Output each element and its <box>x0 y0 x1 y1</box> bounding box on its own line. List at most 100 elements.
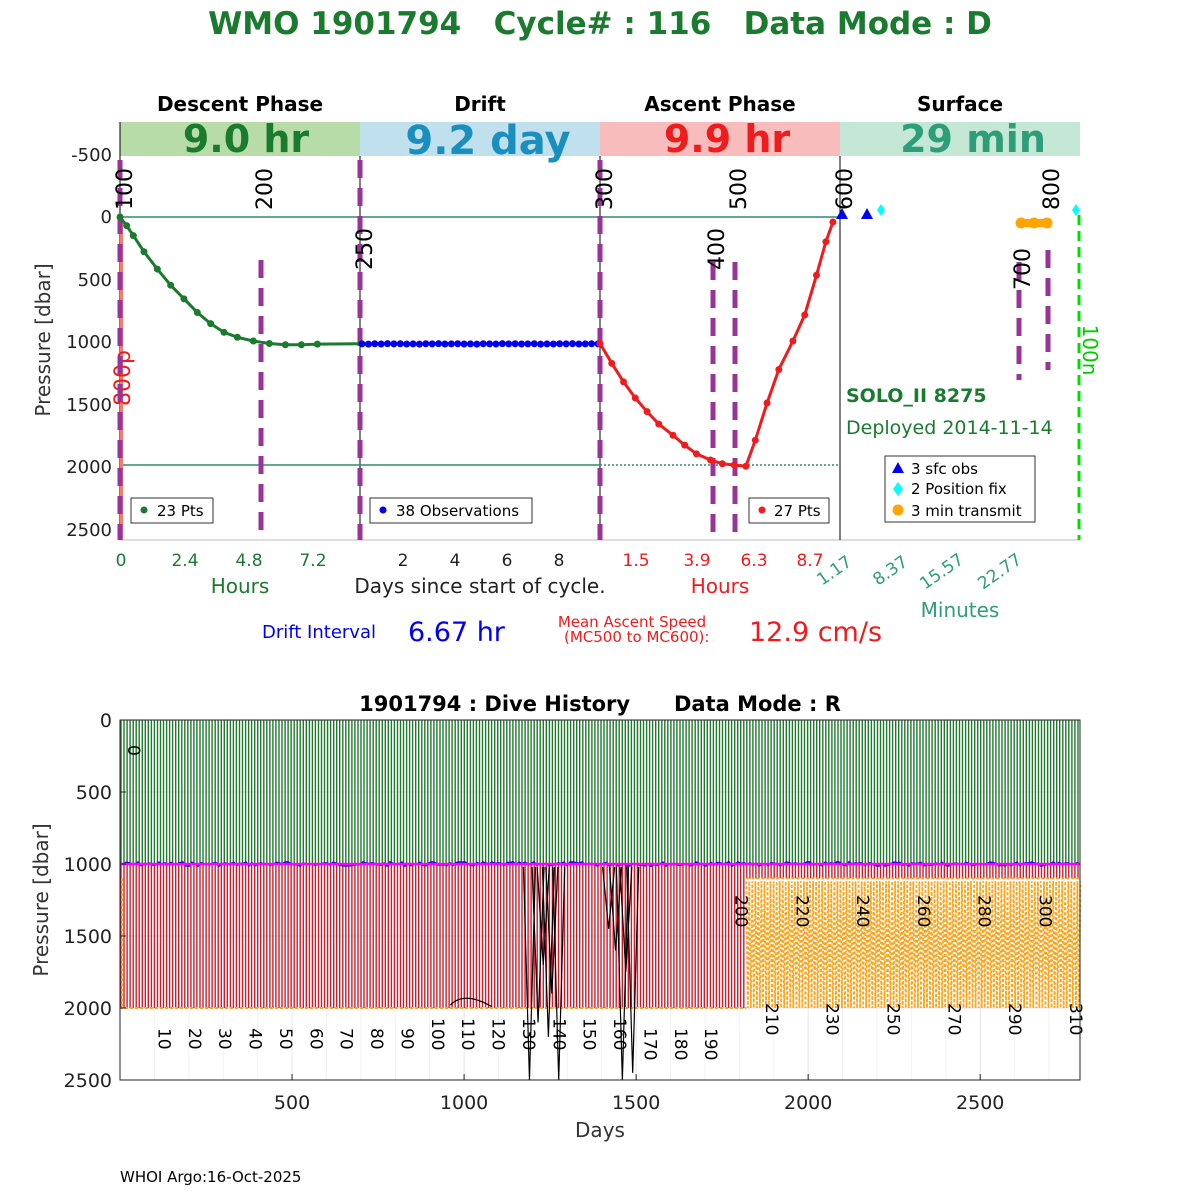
x-tick-label: 8 <box>554 551 565 571</box>
drift-point <box>581 340 589 348</box>
drift-point <box>473 340 481 348</box>
mc-label: 250 <box>353 228 378 270</box>
deployed-date: Deployed 2014-11-14 <box>846 417 1053 439</box>
drift-point <box>390 340 398 348</box>
cycle-label: 190 <box>700 1028 720 1060</box>
drift-point <box>575 340 583 348</box>
y-tick-label: 0 <box>101 207 112 228</box>
ascent-point <box>822 238 830 246</box>
x-tick-label: 2500 <box>956 1092 1004 1114</box>
cycle-label: 210 <box>761 1003 781 1035</box>
diamond-icon <box>893 482 903 496</box>
x-tick-label: 3.9 <box>683 551 710 571</box>
cycle-label: 260 <box>913 895 933 927</box>
float-name: SOLO_II 8275 <box>846 385 987 407</box>
drift-point <box>530 340 538 348</box>
descent-point <box>153 265 161 273</box>
y-tick-label: 1500 <box>64 926 112 948</box>
phase-band-surface <box>840 122 1080 156</box>
ascent-x-label: Hours <box>691 574 750 598</box>
triangle-icon <box>892 462 904 473</box>
drift-point <box>358 340 366 348</box>
x-tick-label: 2000 <box>784 1092 832 1114</box>
cycle-label: 50 <box>275 1028 295 1050</box>
cycle-label: 290 <box>1004 1003 1024 1035</box>
mc-label: 300 <box>593 168 618 210</box>
page-title: WMO 1901794 Cycle# : 116 Data Mode : D <box>208 6 992 42</box>
phase-ascent-label: Ascent Phase <box>644 92 795 116</box>
y-tick-label: 2500 <box>64 1070 112 1092</box>
x-tick-label: 500 <box>274 1092 310 1114</box>
ascent-point <box>681 441 689 449</box>
drift-point <box>568 340 576 348</box>
y-tick-label: 500 <box>78 270 112 291</box>
cycle-label: 60 <box>305 1028 325 1050</box>
mc-label: 700 <box>1011 248 1036 290</box>
descent-point <box>220 328 228 336</box>
drift-point <box>549 340 557 348</box>
x-tick-label: 15.57 <box>916 550 967 594</box>
descent-point <box>193 308 201 316</box>
phase-descent-label: Descent Phase <box>157 92 323 116</box>
descent-line <box>118 216 318 347</box>
phase-band-ascent <box>600 122 840 156</box>
y-tick-label: 2000 <box>66 457 112 478</box>
ascent-point <box>730 461 738 469</box>
descent-series <box>116 213 361 349</box>
drift-point <box>562 340 570 348</box>
anomaly-spike <box>626 866 640 1073</box>
descent-point <box>207 320 215 328</box>
anomaly-spike <box>602 866 616 929</box>
dive-history-title: 1901794 : Dive History Data Mode : R <box>359 692 841 716</box>
cycle-label: 250 <box>882 1003 902 1035</box>
surface-duration: 29 min <box>900 117 1046 161</box>
side-label-100n: 100n <box>1078 325 1102 376</box>
dive-history-chart: 1901794 : Dive History Data Mode : R 0 10… <box>29 692 1085 1142</box>
phase-band-descent <box>120 122 360 156</box>
anomaly-spike <box>545 866 559 994</box>
ascent-point <box>707 456 715 464</box>
y-tick-label: 1000 <box>64 854 112 876</box>
drift-point <box>454 340 462 348</box>
drift-point <box>492 340 500 348</box>
cycle-label: 100 <box>427 1018 447 1050</box>
mc-label: 500 <box>727 168 752 210</box>
ascent-point <box>620 378 628 386</box>
sfc-obs-marker <box>861 208 873 219</box>
drift-point <box>428 340 436 348</box>
cycle-label: 200 <box>731 895 751 927</box>
x-tick-label: 4.8 <box>235 551 262 571</box>
footer-credit: WHOI Argo:16-Oct-2025 <box>120 1168 301 1186</box>
drift-point <box>479 340 487 348</box>
plot-frame <box>119 719 1081 1081</box>
cycle-label: 300 <box>1034 895 1054 927</box>
legend-label: 2 Position fix <box>911 480 1007 498</box>
descent-point <box>116 213 124 221</box>
y-tick-label: 2500 <box>66 520 112 541</box>
cycle-label: 120 <box>488 1018 508 1050</box>
ascent-speed-label: Mean Ascent Speed <box>558 613 706 631</box>
drift-point <box>466 340 474 348</box>
drift-point <box>543 340 551 348</box>
anomaly-spike <box>531 866 545 1023</box>
drift-point <box>364 340 372 348</box>
anomaly-spike <box>608 866 623 951</box>
cycle-profile-chart: Descent Phase Drift Ascent Phase Surface… <box>31 92 1102 622</box>
cycle-label: 170 <box>639 1028 659 1060</box>
ascent-points-label: 27 Pts <box>774 502 821 520</box>
drift-points-label: 38 Observations <box>396 502 519 520</box>
drift-point <box>441 340 449 348</box>
transmit-marker <box>1041 217 1053 229</box>
drift-point <box>371 340 379 348</box>
drift-point <box>384 340 392 348</box>
ascent-point <box>789 337 797 345</box>
drift-point <box>556 340 564 348</box>
dive-history-series <box>119 720 1082 1081</box>
cycle-label: 70 <box>336 1028 356 1050</box>
phase-band-drift <box>360 122 600 156</box>
transmit-marker <box>1028 217 1040 229</box>
drift-point <box>422 340 430 348</box>
drift-interval-value: 6.67 hr <box>408 617 506 648</box>
position-fix-marker <box>877 204 885 216</box>
